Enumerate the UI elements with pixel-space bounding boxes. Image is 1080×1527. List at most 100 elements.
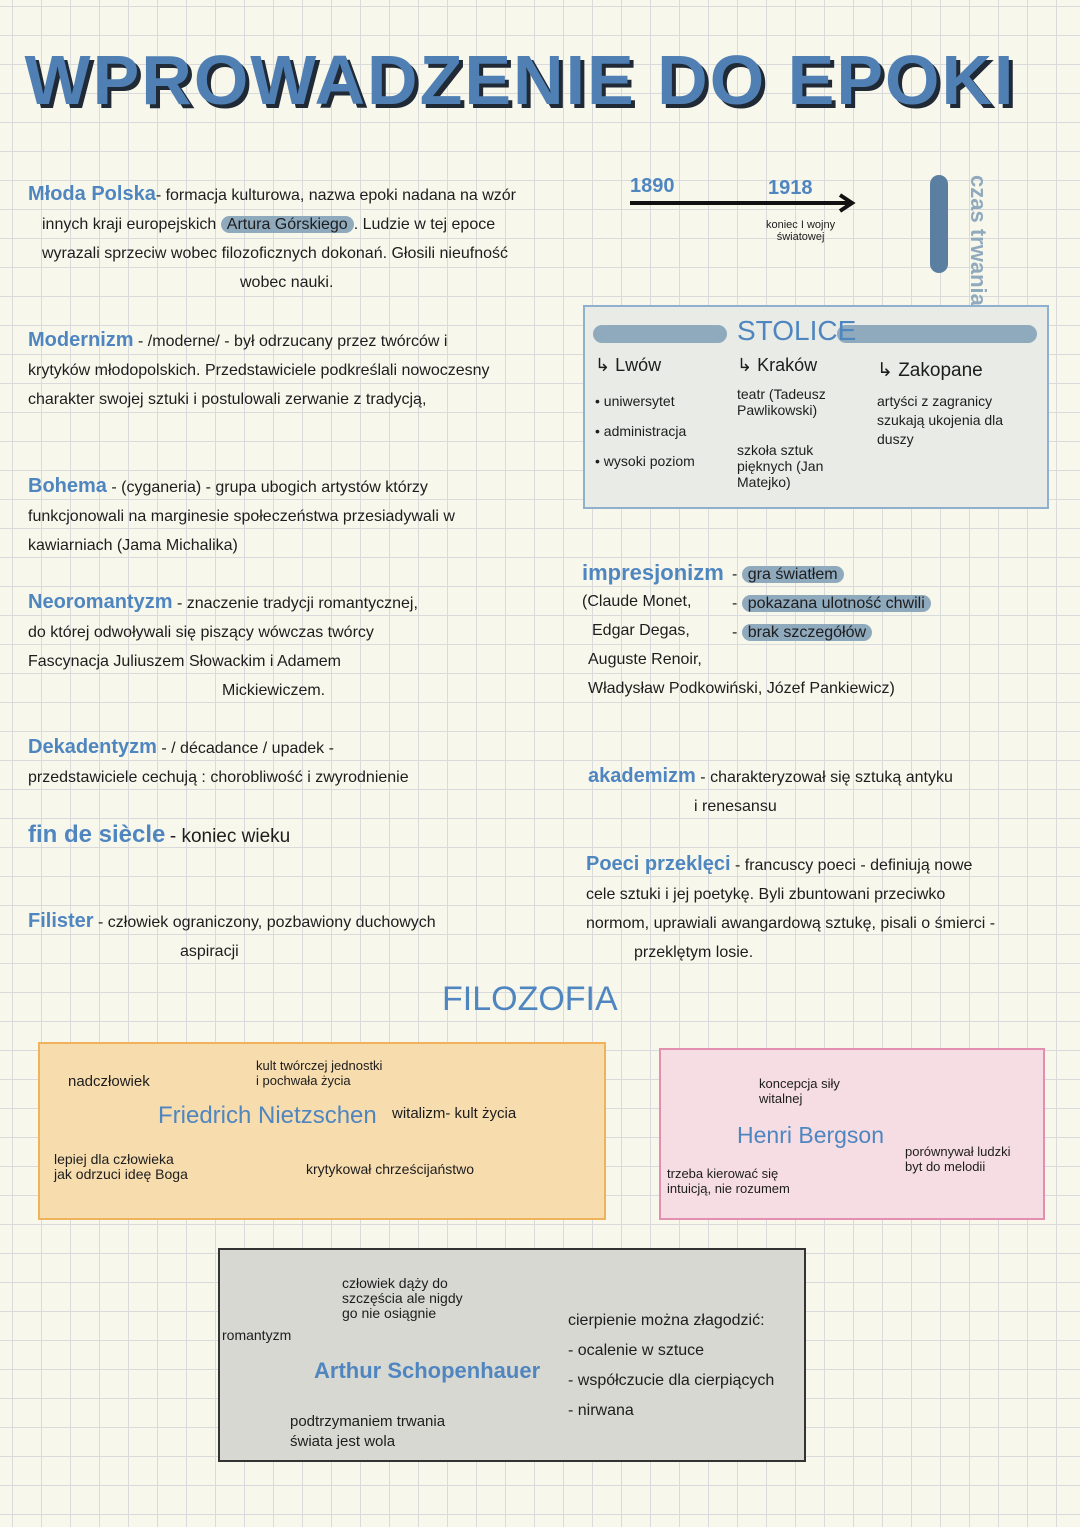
definition-akademizm: akademizm - charakteryzował się sztuką a… — [588, 762, 953, 821]
text: koniec I wojny — [766, 219, 836, 231]
note: witalizm- kult życia — [392, 1105, 517, 1122]
highlight: pokazana ulotność chwili — [741, 595, 931, 612]
text: - / décadance / upadek - — [161, 740, 334, 757]
duration-bar — [930, 175, 948, 273]
text: artyści z zagranicy szukają ukojenia dla… — [877, 393, 1004, 447]
term: impresjonizm — [582, 560, 724, 585]
term: fin de siècle — [28, 821, 166, 848]
text: innych kraji europejskich — [42, 216, 217, 233]
heading: cierpienie można złagodzić: — [568, 1312, 765, 1329]
definition-mloda-polska: Młoda Polska- formacja kulturowa, nazwa … — [28, 180, 516, 297]
text: Zakopane — [898, 360, 983, 381]
text: - /moderne/ - był odrzucany przez twórcó… — [138, 333, 448, 350]
note: podtrzymaniem trwania świata jest wola — [290, 1412, 445, 1452]
definition-fin-de-siecle: fin de siècle - koniec wieku — [28, 820, 290, 852]
city-lwow: ↳ Lwów • uniwersytet • administracja • w… — [595, 355, 735, 476]
definition-poeci-przekleci: Poeci przeklęci - francuscy poeci - defi… — [586, 850, 995, 967]
page-title: WPROWADZENIE DO EPOKI — [24, 41, 1016, 119]
definition-neoromantyzm: Neoromantyzm - znaczenie tradycji romant… — [28, 588, 418, 705]
philosopher-name: Arthur Schopenhauer — [314, 1358, 541, 1383]
text: administracja — [603, 423, 687, 439]
schopenhauer-box: człowiek dąży do szczęścia ale nigdy go ni… — [218, 1248, 806, 1462]
definition-bohema: Bohema - (cyganeria) - grupa ubogich art… — [28, 472, 455, 560]
note: człowiek dąży do szczęścia ale nigdy go ni… — [342, 1276, 463, 1321]
text: Edgar Degas, — [592, 622, 690, 639]
timeline-end-year: 1918 — [768, 177, 813, 199]
timeline-start-year: 1890 — [630, 175, 675, 197]
note: porównywał ludzki byt do melodii — [905, 1144, 1011, 1174]
timeline-note: koniec I wojny światowej — [766, 219, 835, 243]
text: - charakteryzował się sztuką antyku — [700, 769, 953, 786]
text: lepiej dla człowieka — [54, 1151, 174, 1167]
text: charakter swojej sztuki i postulowali ze… — [28, 391, 427, 408]
suffering-list: cierpienie można złagodzić: - ocalenie w… — [568, 1306, 774, 1426]
highlight: Artura Górskiego — [220, 216, 354, 233]
text: byt do melodii — [905, 1159, 986, 1174]
text: uniwersytet — [603, 393, 675, 409]
arrow-right-icon — [630, 193, 856, 213]
city-name: ↳ Lwów — [595, 355, 662, 375]
nietzsche-box: nadczłowiek kult twórczej jednostki i poc… — [38, 1042, 606, 1220]
note: nadczłowiek — [68, 1073, 150, 1090]
term: Neoromantyzm — [28, 591, 173, 613]
term: Dekadentyzm — [28, 736, 157, 758]
text: trwania — [966, 228, 991, 306]
text: Lwów — [615, 355, 662, 375]
text: koncepcja siły — [759, 1076, 840, 1091]
filozofia-title: FILOZOFIA — [442, 980, 618, 1018]
text: szczęścia ale nigdy — [342, 1290, 463, 1306]
text: aspiracji — [180, 943, 239, 960]
term: akademizm — [588, 765, 696, 787]
term: Filister — [28, 910, 94, 932]
definition-filister: Filister - człowiek ograniczony, pozbawi… — [28, 907, 436, 966]
text: kawiarniach (Jama Michalika) — [28, 537, 238, 554]
list-item: - nirwana — [568, 1402, 634, 1419]
list-item: - współczucie dla cierpiących — [568, 1372, 775, 1389]
text: do której odwoływali się piszący wówczas… — [28, 624, 374, 641]
definition-modernizm: Modernizm - /moderne/ - był odrzucany pr… — [28, 326, 490, 414]
term: Bohema — [28, 475, 107, 497]
stolice-title: STOLICE — [737, 315, 857, 346]
text: człowiek dąży do — [342, 1275, 448, 1291]
philosopher-name: Friedrich Nietzschen — [158, 1102, 377, 1129]
city-krakow: ↳ Kraków teatr (Tadeusz Pawlikowski) szk… — [737, 355, 857, 490]
text: normom, uprawiali awangardową sztukę, pi… — [586, 915, 996, 932]
text: wyrazali sprzeciw wobec filozoficznych d… — [42, 245, 508, 262]
text: i renesansu — [694, 798, 777, 815]
text: wysoki poziom — [603, 453, 695, 469]
term: Modernizm — [28, 329, 134, 351]
stolice-box: STOLICE ↳ Lwów • uniwersytet • administr… — [583, 305, 1049, 509]
text: przedstawiciele cechują : chorobliwość i… — [28, 769, 409, 786]
city-name: ↳ Kraków — [737, 355, 818, 375]
text: Władysław Podkowiński, Józef Pankiewicz) — [588, 680, 895, 697]
impresjonizm-features: - gra światłem - pokazana ulotność chwil… — [732, 560, 931, 647]
list-item: - ocalenie w sztuce — [568, 1342, 705, 1359]
text: czas — [966, 175, 991, 223]
bergson-box: koncepcja siły witalnej Henri Bergson por… — [659, 1048, 1045, 1220]
highlight: gra światłem — [741, 566, 844, 583]
text: Fascynacja Juliuszem Słowackim i Adamem — [28, 653, 341, 670]
text: trzeba kierować się — [667, 1166, 779, 1181]
term: Młoda Polska — [28, 183, 156, 205]
text: (Claude Monet, — [582, 593, 692, 610]
text: wobec nauki. — [240, 274, 334, 291]
text: funkcjonowali na marginesie społeczeństw… — [28, 508, 455, 525]
text: Mickiewiczem. — [222, 682, 326, 699]
text: - (cyganeria) - grupa ubogich artystów k… — [111, 479, 428, 496]
text: świata jest wola — [290, 1433, 396, 1450]
city-zakopane: ↳ Zakopane artyści z zagranicy szukają u… — [877, 359, 1037, 449]
text: Auguste Renoir, — [588, 651, 702, 668]
text: porównywał ludzki — [905, 1144, 1011, 1159]
text: teatr (Tadeusz Pawlikowski) — [737, 386, 826, 418]
note: trzeba kierować się intuicją, nie rozumem — [667, 1166, 790, 1196]
duration-label: czas trwania — [965, 175, 991, 306]
text: jak odrzuci ideę Boga — [54, 1166, 188, 1182]
text: - znaczenie tradycji romantycznej, — [176, 595, 418, 612]
text: kult twórczej jednostki — [256, 1058, 383, 1073]
text: - formacja kulturowa, nazwa epoki nadana… — [155, 187, 516, 204]
text: podtrzymaniem trwania — [290, 1413, 446, 1430]
text: witalnej — [759, 1091, 803, 1106]
philosopher-name: Henri Bergson — [737, 1122, 885, 1148]
definition-impresjonizm: impresjonizm (Claude Monet, Edgar Degas,… — [582, 558, 895, 703]
text: przeklętym losie. — [634, 944, 754, 961]
